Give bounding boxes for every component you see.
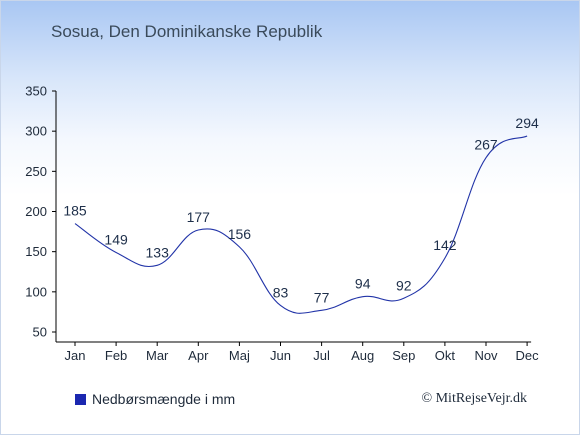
y-tick-label: 250 [25,164,47,179]
y-tick-label: 200 [25,204,47,219]
legend: Nedbørsmængde i mm [75,391,235,407]
data-label: 177 [187,209,211,225]
y-tick-label: 50 [33,325,47,340]
data-label: 77 [314,289,330,305]
data-label: 92 [396,277,412,293]
y-tick-label: 150 [25,244,47,259]
x-tick-label: Apr [188,348,209,363]
legend-swatch [75,393,86,405]
y-tick-label: 350 [25,84,47,99]
axes: 50 100 150 200 250 300 350 Jan Feb Mar Apr Maj Jun Ju… [25,84,539,364]
data-label: 133 [146,244,170,260]
x-tick-label: Aug [351,348,374,363]
x-tick-label: Okt [435,348,456,363]
legend-label: Nedbørsmængde i mm [92,391,236,407]
chart-title: Sosua, Den Dominikanske Republik [51,22,323,41]
x-tick-label: Dec [516,348,540,363]
data-label: 185 [63,203,87,219]
data-label: 142 [433,237,457,253]
y-tick-label: 300 [25,124,47,139]
data-label: 149 [104,231,128,247]
data-label: 83 [273,284,289,300]
data-label: 94 [355,276,371,292]
x-tick-label: Jan [65,348,86,363]
x-tick-label: Jun [270,348,291,363]
precipitation-chart: 50 100 150 200 250 300 350 Jan Feb Mar Apr Maj Jun Ju… [25,84,539,364]
data-label: 294 [515,115,539,131]
x-tick-label: Sep [392,348,415,363]
x-tick-label: Nov [474,348,498,363]
data-labels-layer: 185 149 133 177 156 83 77 94 92 142 267 294 [63,115,539,305]
x-tick-label: Feb [105,348,127,363]
y-tick-label: 100 [25,284,47,299]
x-tick-label: Jul [313,348,330,363]
data-label: 156 [228,226,252,242]
x-tick-label: Maj [229,348,250,363]
series-layer [74,135,528,314]
precipitation-line [74,135,528,314]
x-tick-label: Mar [146,348,169,363]
data-label: 267 [474,137,498,153]
copyright-credit: © MitRejseVejr.dk [421,391,527,406]
